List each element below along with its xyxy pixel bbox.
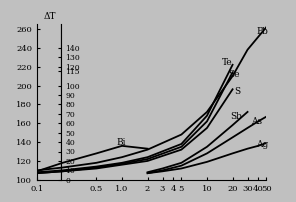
Text: ΔT: ΔT [44, 12, 57, 21]
Text: As: As [251, 117, 262, 126]
Text: Ag: Ag [256, 140, 268, 149]
Text: Bi: Bi [116, 138, 126, 147]
Text: Sb: Sb [231, 112, 242, 121]
Text: Te: Te [222, 58, 233, 67]
Text: S: S [234, 87, 241, 96]
Text: Se: Se [229, 70, 240, 79]
Text: Pb: Pb [256, 27, 268, 36]
